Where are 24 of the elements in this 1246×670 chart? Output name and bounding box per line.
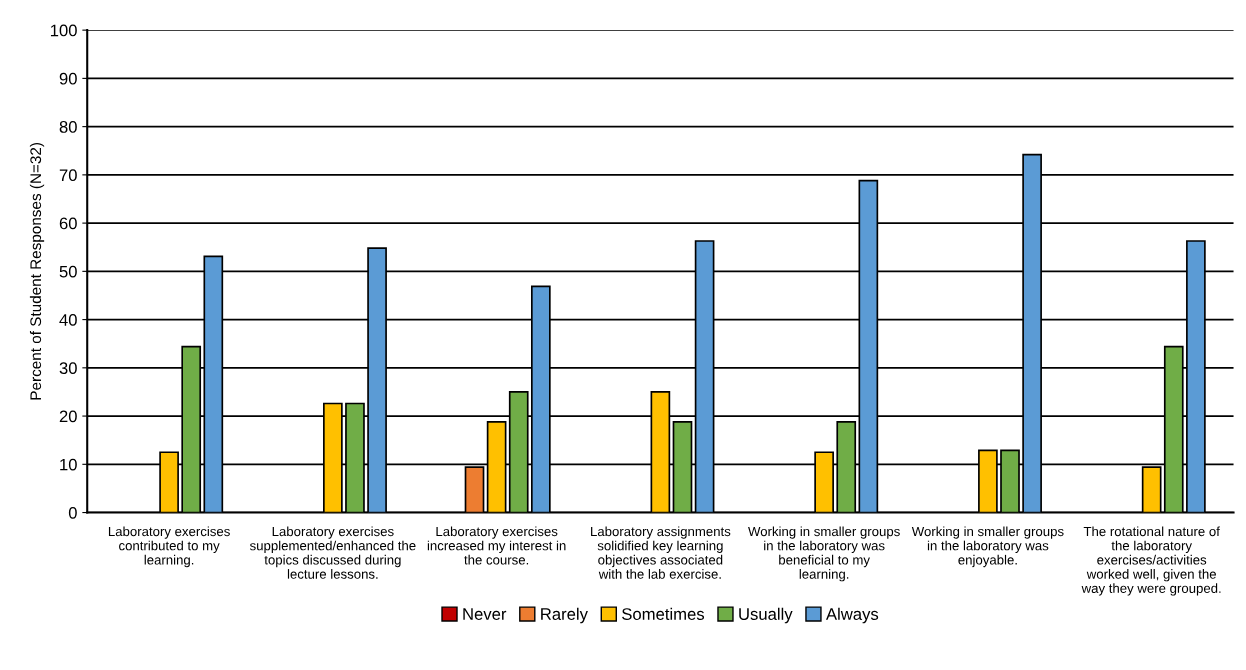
x-tick-label: Working in smaller groups in the laboratory was beneficial to my learning. [748,526,900,582]
legend-label: Always [825,607,879,624]
x-tick-label: Laboratory assignments solidified key learning objectives associated with the lab exercise. [591,526,731,579]
x-tick-label: Laboratory exercises increased my interest in the course. [427,526,566,565]
y-tick-label: 0 [68,506,77,519]
x-tick-label: Laboratory exercises contributed to my learning. [108,526,230,568]
legend-label: Sometimes [622,607,705,620]
legend-label: Never [463,608,507,620]
y-tick-label: 10 [60,458,77,471]
y-tick-label: 100 [50,24,77,37]
y-tick-label: 40 [59,313,77,326]
y-axis-title: Percent of Student Responses (N=32) [29,142,45,400]
y-tick-label: 90 [59,72,77,85]
y-tick-label: 70 [59,169,77,182]
legend-label: Rarely [541,607,588,624]
x-tick-label: Working in smaller groups in the laboratory was enjoyable. [911,526,1064,568]
y-tick-label: 20 [59,410,77,423]
legend-label: Usually [739,607,793,624]
y-tick-label: 80 [59,121,77,133]
y-tick-label: 50 [59,265,77,278]
x-tick-label: The rotational nature of the laboratory exercises/activities worked well, given the way they were grouped. [1081,526,1221,596]
x-tick-label: Laboratory exercises supplemented/enhanced the topics discussed during lecture lessons. [249,526,416,579]
y-tick-label: 60 [59,217,77,230]
y-tick-label: 30 [59,362,77,375]
